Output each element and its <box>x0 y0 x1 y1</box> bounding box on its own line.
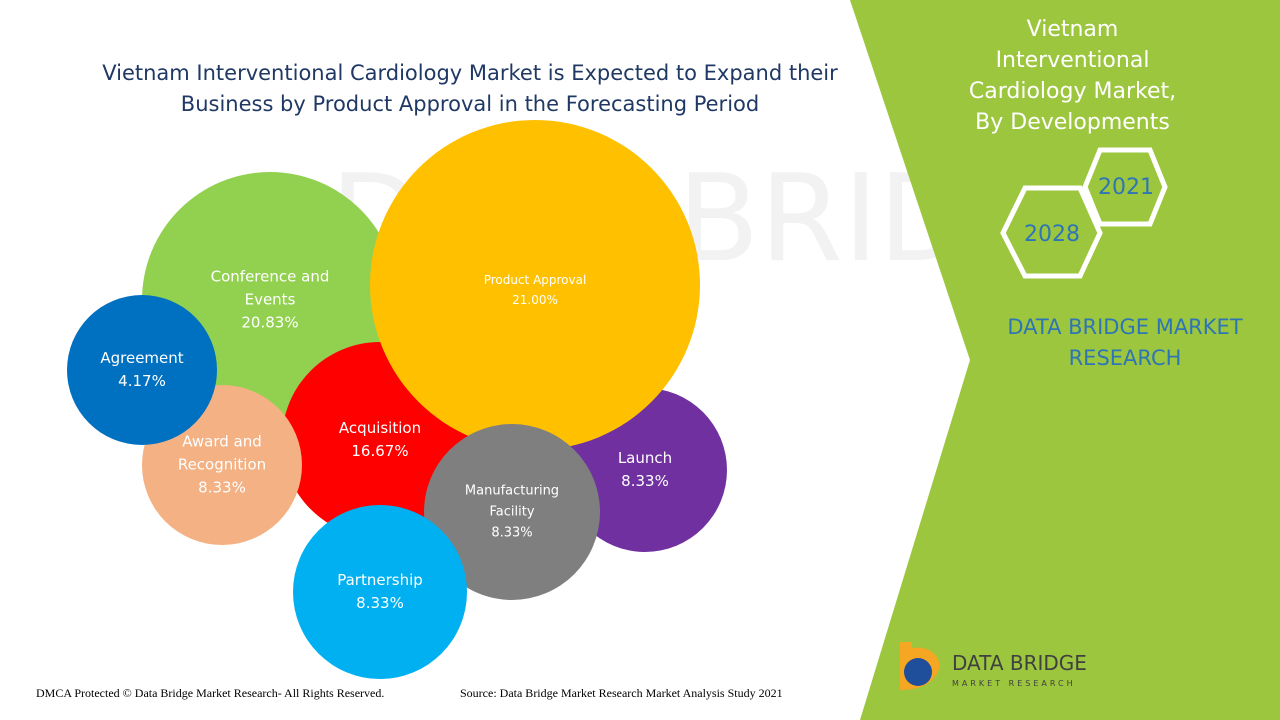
bubble-label: Conference and Events 20.83% <box>195 266 345 335</box>
category-label: Agreement <box>100 349 184 367</box>
bubble <box>67 295 217 445</box>
side-panel-bg <box>850 0 1280 720</box>
value-label: 8.33% <box>621 472 669 490</box>
side-title: Vietnam Interventional Cardiology Market… <box>968 17 1177 135</box>
bubble-label: Partnership 8.33% <box>320 569 440 615</box>
bubble-label: Award and Recognition 8.33% <box>167 431 277 500</box>
category-label: Conference and Events <box>210 267 330 309</box>
value-label: 8.33% <box>356 594 404 612</box>
brand: DATA BRIDGE MARKET RESEARCH <box>1007 315 1243 370</box>
bubble <box>293 505 467 679</box>
logo-tagline: MARKET RESEARCH <box>952 679 1076 688</box>
logo-mark <box>904 658 932 686</box>
value-label: 4.17% <box>118 372 166 390</box>
category-label: Manufacturing Facility <box>464 483 560 520</box>
bubble-label: Launch 8.33% <box>585 447 705 493</box>
value-label: 8.33% <box>491 525 533 541</box>
value-label: 20.83% <box>241 313 299 332</box>
hexagon <box>1000 185 1103 279</box>
value-label: 8.33% <box>198 478 246 497</box>
value-label: 21.00% <box>512 293 558 307</box>
category-label: Partnership <box>337 571 423 589</box>
logo-name: DATA BRIDGE <box>952 651 1087 675</box>
bubble-label: Product Approval 21.00% <box>435 270 635 310</box>
copyright: DMCA Protected © Data Bridge Market Rese… <box>36 686 385 700</box>
bubble <box>370 120 700 450</box>
bubble-label: Agreement 4.17% <box>87 347 197 393</box>
category-label: Product Approval <box>483 273 587 287</box>
value-label: 16.67% <box>351 442 409 460</box>
category-label: Acquisition <box>338 419 422 437</box>
category-label: Award and Recognition <box>177 432 267 474</box>
source: Source: Data Bridge Market Research Mark… <box>460 686 783 700</box>
bubble <box>424 424 600 600</box>
chart-title: Vietnam Interventional Cardiology Market… <box>102 61 838 116</box>
bubble-label: Acquisition 16.67% <box>315 417 445 463</box>
year-label: 2021 <box>1098 175 1154 200</box>
category-label: Launch <box>617 449 673 467</box>
hexagon <box>1082 147 1168 227</box>
bubble-label: Manufacturing Facility 8.33% <box>452 481 572 544</box>
year-label: 2028 <box>1024 222 1080 247</box>
